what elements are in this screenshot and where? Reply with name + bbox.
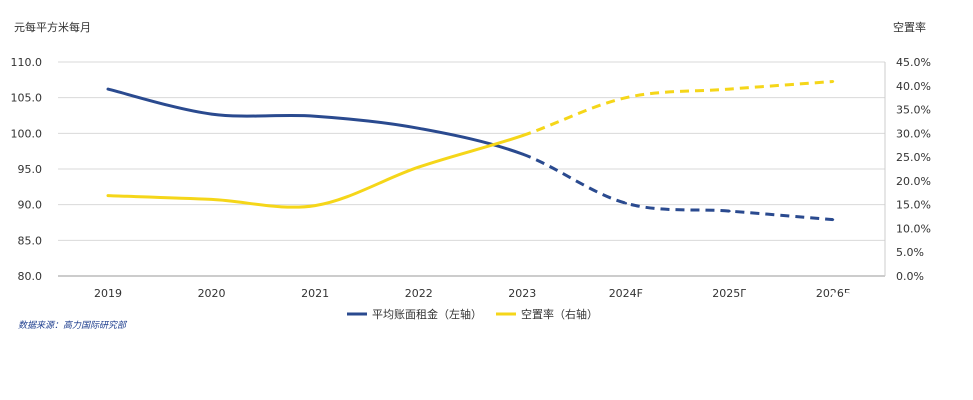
source-note: 数据来源：高力国际研究部 [18,320,128,331]
right-tick-label: 0.0% [896,270,924,283]
x-tick-label: 2024F [609,287,643,300]
right-tick-label: 45.0% [896,56,931,69]
left-tick-label: 110.0 [11,56,43,69]
legend-label-vacancy: 空置率（右轴） [521,307,598,321]
right-tick-label: 30.0% [896,127,931,140]
left-tick-label: 90.0 [18,199,43,212]
x-tick-label: 2026F [816,287,850,300]
data-point-rent [521,152,524,156]
left-tick-label: 80.0 [18,270,43,283]
x-axis-ticks: 2019 2020 2021 2022 2023 2024F 2025F 2026F [94,287,850,300]
data-point-vacancy [521,134,524,137]
series-line-rent-forecast [521,152,834,222]
left-axis-ticks: 80.0 85.0 90.0 95.0 100.0 105.0 110.0 [11,56,43,283]
data-point-vacancy [417,165,420,169]
left-tick-label: 100.0 [11,127,43,140]
data-point-rent [417,127,420,130]
series-line-vacancy-forecast [521,80,834,138]
series-line-rent-actual [106,87,524,156]
data-point-vacancy [210,198,213,201]
x-tick-label: 2021 [301,287,329,300]
data-point-vacancy [831,80,835,83]
data-point-rent [313,115,317,118]
data-point-vacancy [624,96,628,99]
legend-label-rent: 平均账面租金（左轴） [372,307,482,321]
left-tick-label: 85.0 [18,234,43,247]
data-point-vacancy [313,204,317,207]
x-tick-label: 2023 [508,287,536,300]
right-tick-label: 5.0% [896,246,924,259]
data-point-rent [831,218,835,221]
data-point-rent [728,209,731,213]
gridlines [58,61,886,277]
data-point-rent [624,202,628,205]
right-tick-label: 10.0% [896,222,931,235]
data-point-rent [210,112,213,116]
right-tick-label: 20.0% [896,175,931,188]
left-tick-label: 95.0 [18,163,43,176]
x-tick-label: 2025F [712,287,746,300]
data-point-vacancy [728,87,731,91]
right-axis-ticks: 0.0% 5.0% 10.0% 15.0% 20.0% 25.0% 30.0% 35.0% 40… [896,56,931,283]
left-tick-label: 105.0 [11,92,43,105]
watermark-logo: 办公优选 [726,290,918,341]
right-tick-label: 25.0% [896,151,931,164]
right-tick-label: 15.0% [896,199,931,212]
x-tick-label: 2022 [405,287,433,300]
series-lines [106,80,835,222]
left-axis-title: 元每平方米每月 [14,20,91,34]
legend: 平均账面租金（左轴） 空置率（右轴） [347,307,598,321]
series-line-vacancy-actual [106,134,524,209]
x-tick-label: 2020 [198,287,226,300]
data-point-rent [106,87,110,91]
right-tick-label: 35.0% [896,104,931,117]
right-axis-title: 空置率 [893,20,926,34]
x-tick-label: 2019 [94,287,122,300]
right-tick-label: 40.0% [896,80,931,93]
data-point-vacancy [106,194,110,197]
